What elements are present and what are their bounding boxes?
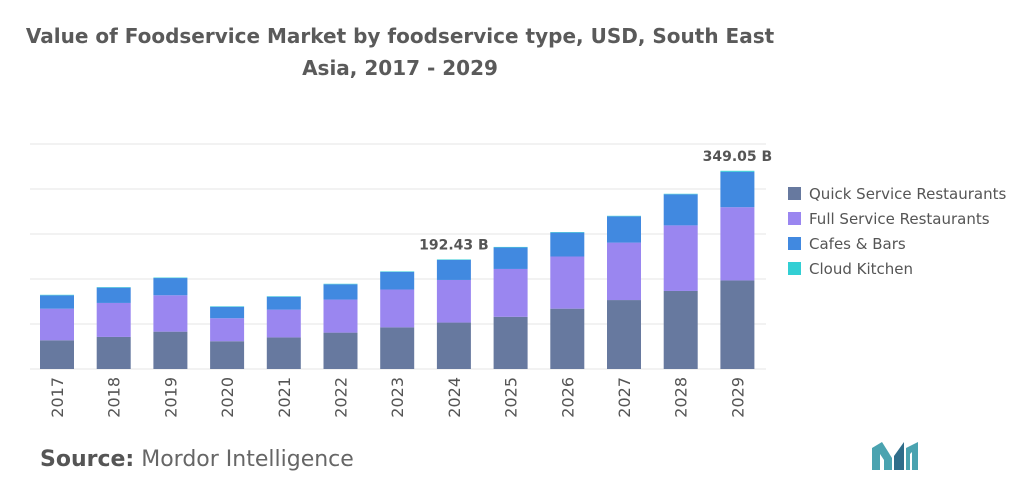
legend-swatch [788, 237, 801, 250]
legend-item-cloud-kitchen: Cloud Kitchen [788, 256, 1006, 281]
bar-fsr-2029 [720, 207, 755, 281]
bar-fsr-2025 [493, 268, 528, 317]
bar-qsr-2020 [210, 341, 245, 369]
legend: Quick Service Restaurants Full Service R… [788, 181, 1006, 281]
legend-swatch [788, 187, 801, 200]
bar-cloud-2029 [720, 170, 755, 172]
bar-cafes-2021 [266, 296, 301, 310]
bar-cafes-2022 [323, 284, 358, 300]
bar-fsr-2017 [40, 308, 74, 341]
x-tick-label: 2025 [502, 377, 521, 418]
bar-total-label: 349.05 B [703, 149, 773, 165]
bar-qsr-2029 [720, 280, 755, 369]
bar-qsr-2022 [323, 332, 358, 369]
legend-item-quick-service: Quick Service Restaurants [788, 181, 1006, 206]
bar-fsr-2027 [607, 242, 641, 301]
source-value: Mordor Intelligence [141, 447, 354, 472]
bar-fsr-2021 [266, 309, 301, 338]
bar-cafes-2017 [40, 295, 74, 309]
bar-cafes-2020 [210, 306, 245, 319]
legend-item-cafes-bars: Cafes & Bars [788, 231, 1006, 256]
x-tick-label: 2027 [615, 377, 634, 418]
legend-item-full-service: Full Service Restaurants [788, 206, 1006, 231]
mordor-logo-icon [872, 442, 918, 470]
bar-cafes-2026 [550, 232, 585, 257]
legend-label: Cloud Kitchen [809, 259, 913, 278]
bar-qsr-2023 [380, 327, 415, 369]
bar-total-label: 192.43 B [419, 237, 489, 253]
bar-cafes-2025 [493, 247, 528, 269]
source-note: Source: Mordor Intelligence [40, 447, 354, 472]
source-label: Source: [40, 447, 135, 472]
x-tick-label: 2026 [558, 377, 577, 418]
bar-cafes-2023 [380, 271, 415, 290]
bar-fsr-2023 [380, 289, 415, 328]
bar-annotations: 192.43 B 349.05 B [419, 149, 772, 254]
bar-qsr-2017 [40, 340, 74, 369]
bar-fsr-2026 [550, 256, 585, 309]
legend-label: Full Service Restaurants [809, 209, 990, 228]
bar-qsr-2026 [550, 308, 585, 369]
x-tick-label: 2020 [218, 377, 237, 418]
bar-cafes-2028 [663, 194, 698, 226]
x-axis-tick-labels: 2017 2018 2019 2020 2021 2022 2023 2024 2025 2026… [48, 377, 747, 418]
chart-title: Value of Foodservice Market by foodservi… [25, 24, 775, 80]
x-tick-label: 2021 [275, 377, 294, 418]
bar-qsr-2027 [607, 300, 641, 369]
legend-swatch [788, 212, 801, 225]
bar-cafes-2018 [96, 287, 131, 303]
x-tick-label: 2024 [445, 377, 464, 418]
bar-qsr-2025 [493, 316, 528, 369]
x-tick-label: 2022 [332, 377, 351, 418]
x-tick-label: 2018 [105, 377, 124, 418]
x-tick-label: 2029 [728, 377, 747, 418]
bar-cafes-2019 [153, 278, 188, 296]
bar-fsr-2020 [210, 318, 245, 342]
bar-fsr-2028 [663, 225, 698, 291]
bar-fsr-2024 [436, 279, 471, 323]
bar-qsr-2019 [153, 331, 188, 369]
bar-qsr-2028 [663, 290, 698, 369]
legend-label: Quick Service Restaurants [809, 184, 1007, 203]
bar-fsr-2022 [323, 299, 358, 333]
x-tick-label: 2017 [48, 377, 67, 418]
bar-cafes-2029 [720, 171, 755, 208]
bar-cafes-2027 [607, 216, 641, 243]
bar-fsr-2019 [153, 295, 188, 332]
x-tick-label: 2028 [672, 377, 691, 418]
bar-qsr-2024 [436, 322, 471, 369]
legend-label: Cafes & Bars [809, 234, 906, 253]
x-tick-label: 2019 [161, 377, 180, 418]
bars [40, 170, 755, 369]
bar-qsr-2021 [266, 337, 301, 369]
legend-swatch [788, 262, 801, 275]
x-tick-label: 2023 [388, 377, 407, 418]
bar-cafes-2024 [436, 259, 471, 280]
bar-fsr-2018 [96, 302, 131, 337]
bar-qsr-2018 [96, 336, 131, 369]
